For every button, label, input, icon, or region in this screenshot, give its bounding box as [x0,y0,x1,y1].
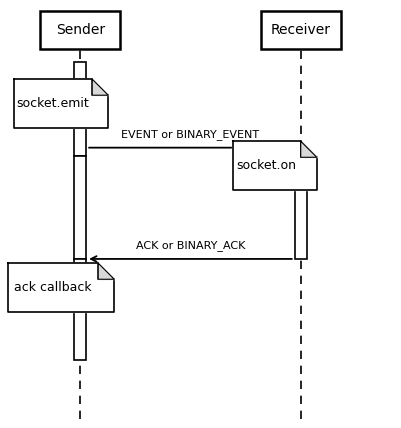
Text: socket.emit: socket.emit [17,97,89,110]
Polygon shape [8,263,114,312]
Text: socket.on: socket.on [237,159,297,172]
Bar [261,11,341,49]
Polygon shape [233,141,317,190]
Polygon shape [14,79,108,128]
Polygon shape [92,79,108,95]
Bar [74,259,86,360]
Bar [74,156,86,259]
Text: ACK or BINARY_ACK: ACK or BINARY_ACK [136,241,245,251]
Bar [295,148,307,259]
Text: EVENT or BINARY_EVENT: EVENT or BINARY_EVENT [122,129,259,140]
Text: Receiver: Receiver [271,23,331,37]
Polygon shape [301,141,317,157]
Text: Sender: Sender [56,23,105,37]
Polygon shape [98,263,114,279]
Bar [40,11,120,49]
Text: ack callback: ack callback [14,281,92,294]
Bar [74,62,86,156]
